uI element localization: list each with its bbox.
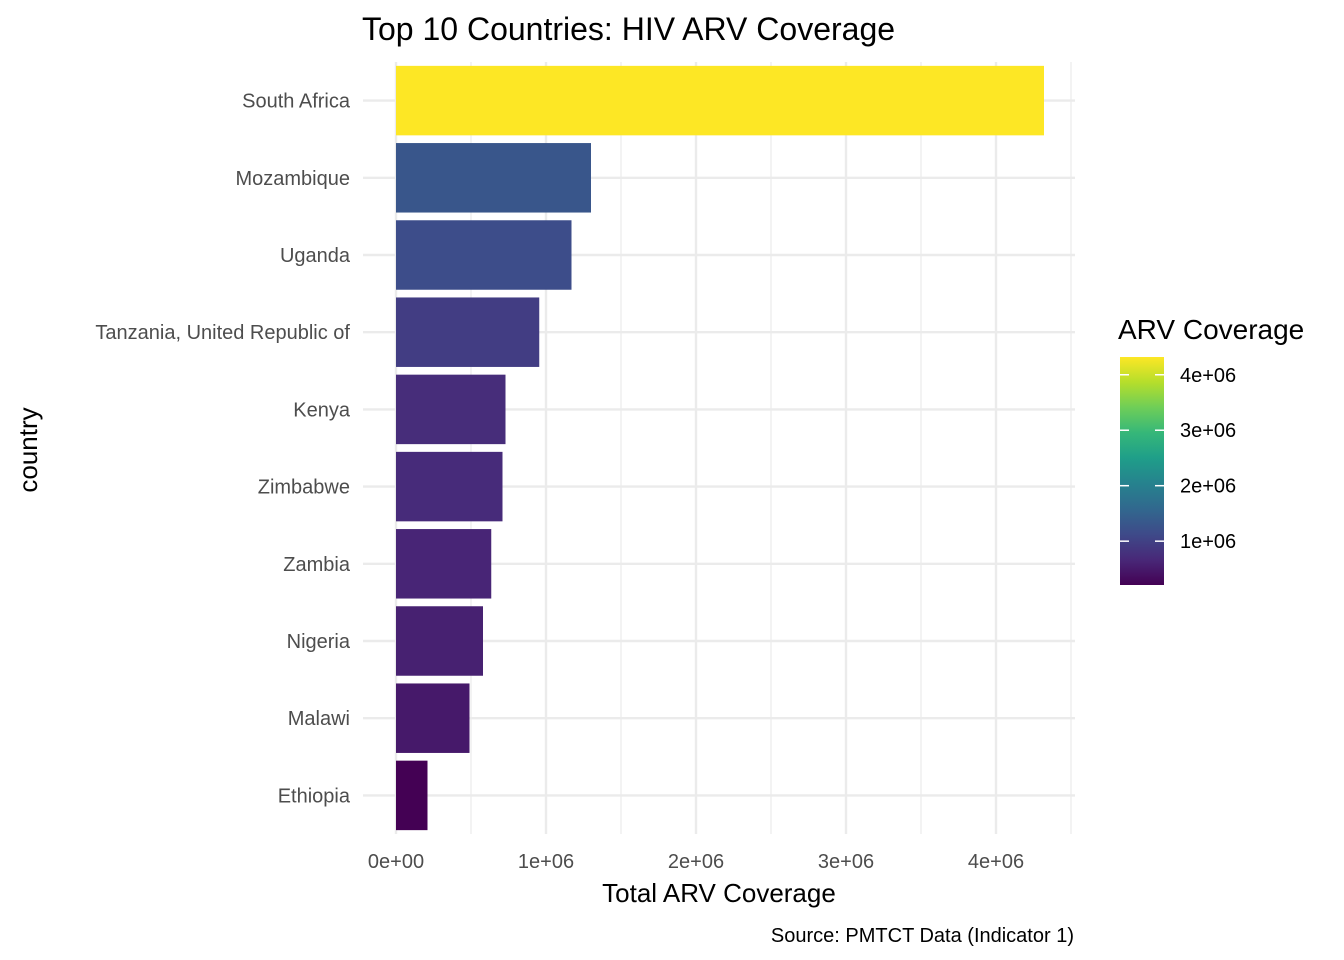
- y-tick-label: Nigeria: [287, 631, 351, 653]
- y-tick-label: Zimbabwe: [258, 477, 350, 499]
- legend-tick-label: 4e+06: [1180, 365, 1236, 387]
- bar: [396, 143, 591, 213]
- bars: [396, 65, 1044, 831]
- y-tick-label: Kenya: [293, 399, 351, 421]
- y-axis-title: country: [13, 407, 43, 492]
- bar: [396, 606, 483, 676]
- bar: [396, 297, 540, 367]
- y-tick-label: Ethiopia: [278, 785, 351, 807]
- y-tick-label: Tanzania, United Republic of: [95, 322, 350, 344]
- legend-colorbar: [1120, 357, 1164, 585]
- bar: [396, 374, 506, 445]
- bar: [396, 220, 572, 290]
- legend-ticks: 1e+06 2e+06 3e+06 4e+06: [1120, 365, 1236, 553]
- legend-tick-label: 2e+06: [1180, 476, 1236, 498]
- legend-tick-label: 1e+06: [1180, 531, 1236, 553]
- bar: [396, 451, 503, 522]
- y-tick-label: Malawi: [288, 708, 350, 730]
- bar: [396, 529, 492, 599]
- y-tick-label: South Africa: [242, 91, 351, 113]
- legend-tick-label: 3e+06: [1180, 420, 1236, 442]
- x-tick-label: 3e+06: [818, 851, 874, 873]
- y-tick-label: Zambia: [283, 554, 351, 576]
- x-tick-label: 1e+06: [518, 851, 574, 873]
- x-tick-label: 0e+00: [368, 851, 424, 873]
- bar: [396, 760, 428, 831]
- x-axis-title: Total ARV Coverage: [602, 878, 836, 908]
- legend: ARV Coverage 1e+06 2e+06 3e+06 4e+06: [1118, 314, 1304, 585]
- legend-title: ARV Coverage: [1118, 314, 1304, 345]
- chart-title: Top 10 Countries: HIV ARV Coverage: [362, 11, 895, 47]
- y-tick-label: Uganda: [280, 245, 351, 267]
- x-tick-label: 4e+06: [968, 851, 1024, 873]
- grid-minor: [470, 62, 1072, 834]
- x-tick-label: 2e+06: [668, 851, 724, 873]
- y-tick-labels: South Africa Mozambique Uganda Tanzania, Un…: [95, 91, 350, 808]
- y-tick-label: Mozambique: [235, 168, 350, 190]
- bar: [396, 683, 470, 753]
- chart-caption: Source: PMTCT Data (Indicator 1): [771, 925, 1074, 947]
- bar: [396, 65, 1044, 136]
- x-tick-labels: 0e+00 1e+06 2e+06 3e+06 4e+06: [368, 851, 1024, 873]
